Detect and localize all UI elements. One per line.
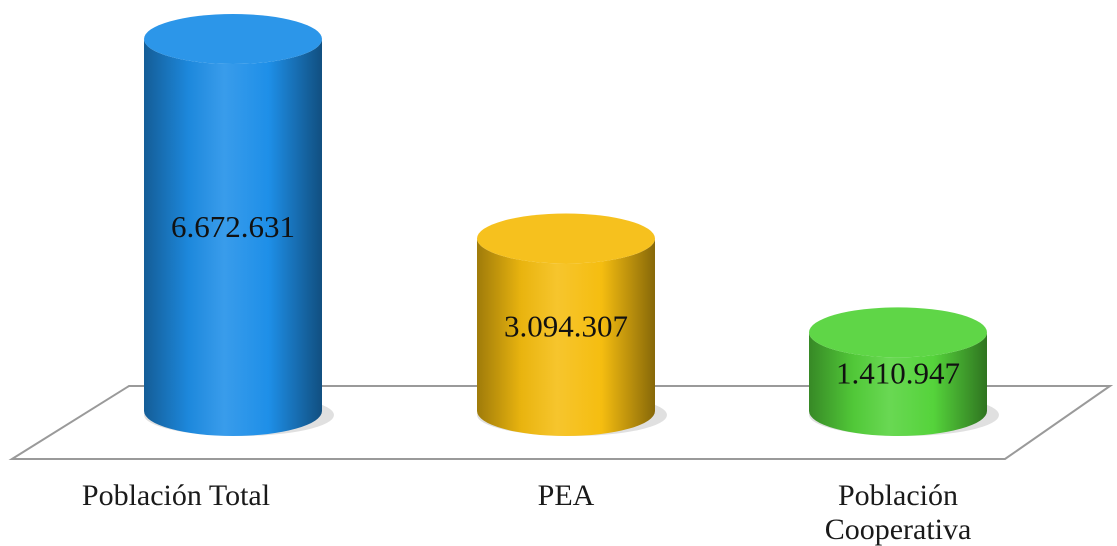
bar-2: 3.094.307 xyxy=(477,213,667,436)
bars: 6.672.631 3.094.307 1.410.947 xyxy=(144,14,999,436)
bar-top xyxy=(809,307,987,358)
category-label: Población Cooperativa xyxy=(825,479,972,546)
bar-top xyxy=(144,14,322,64)
category-label: PEA xyxy=(538,479,595,512)
bar-1: 6.672.631 xyxy=(144,14,334,436)
data-label: 1.410.947 xyxy=(836,356,960,391)
category-labels: Población Total PEA Población Cooperativa xyxy=(82,479,971,546)
data-label: 6.672.631 xyxy=(171,209,295,244)
bar-3: 1.410.947 xyxy=(809,307,999,436)
data-label: 3.094.307 xyxy=(504,309,628,344)
bar-body xyxy=(477,238,655,436)
category-label: Población Total xyxy=(82,479,270,512)
bar-body xyxy=(809,332,987,436)
bar-top xyxy=(477,213,655,264)
bar-body xyxy=(144,39,322,436)
